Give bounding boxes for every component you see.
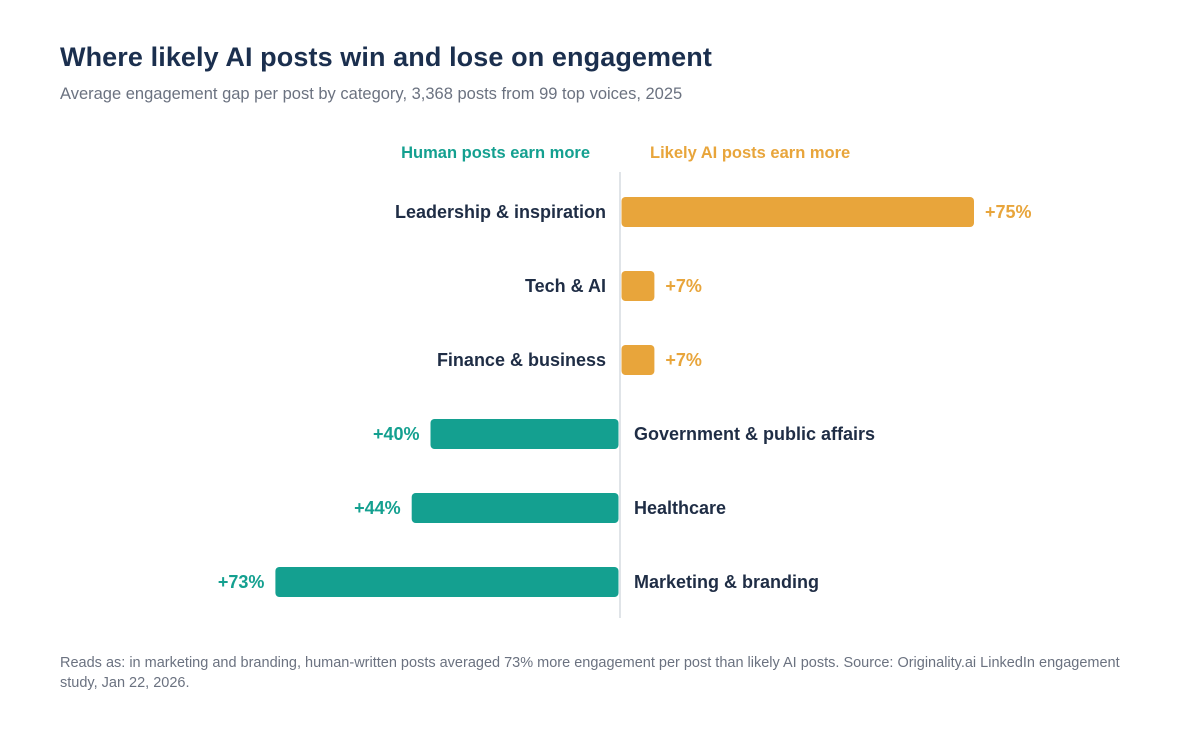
header-ai-label: Likely AI posts earn more [650,144,850,162]
category-label-marketing-and-branding: Marketing & branding [634,572,819,592]
diverging-bar-chart: Human posts earn more Likely AI posts ea… [218,144,1032,618]
bar-government-and-public-affairs [430,419,619,449]
value-label-marketing-and-branding: +73% [218,572,265,592]
category-label-government-and-public-affairs: Government & public affairs [634,424,875,444]
value-label-leadership-and-inspiration: +75% [985,202,1032,222]
value-label-tech-and-ai: +7% [665,276,702,296]
bars-group: Leadership & inspiration +75% Tech & AI +7%… [218,197,1032,597]
category-label-leadership-and-inspiration: Leadership & inspiration [395,202,606,222]
bar-finance-and-business [621,345,655,375]
category-label-tech-and-ai: Tech & AI [525,276,606,296]
chart-subtitle: Average engagement gap per post by categ… [60,85,683,103]
footnote: Reads as: in marketing and branding, hum… [60,655,1120,691]
value-label-government-and-public-affairs: +40% [373,424,420,444]
bar-tech-and-ai [621,271,655,301]
bar-leadership-and-inspiration [621,197,974,227]
chart-title: Where likely AI posts win and lose on en… [60,42,712,72]
category-label-finance-and-business: Finance & business [437,350,606,370]
bar-marketing-and-branding [275,567,619,597]
value-label-finance-and-business: +7% [665,350,702,370]
value-label-healthcare: +44% [354,498,401,518]
category-label-healthcare: Healthcare [634,498,726,518]
header-human-label: Human posts earn more [401,144,590,162]
bar-healthcare [411,493,619,523]
